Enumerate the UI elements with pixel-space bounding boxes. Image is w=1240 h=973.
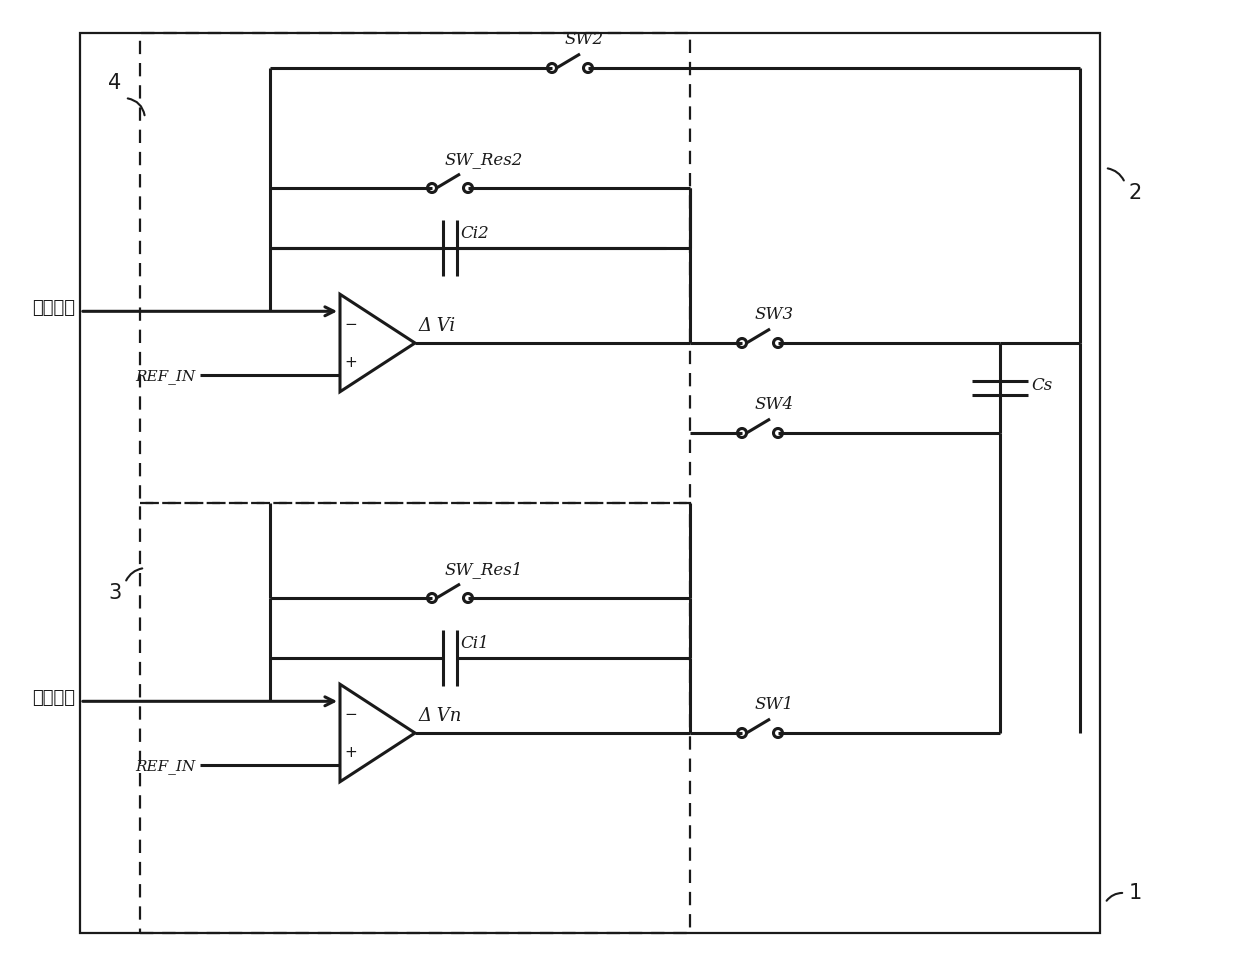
Text: Δ Vi: Δ Vi <box>419 317 456 335</box>
Text: Ci1: Ci1 <box>460 635 489 652</box>
Text: $+$: $+$ <box>345 356 357 371</box>
Text: 1: 1 <box>1128 883 1142 903</box>
Text: Cs: Cs <box>1030 377 1053 393</box>
Text: SW4: SW4 <box>755 396 794 413</box>
Text: 共模信号: 共模信号 <box>32 689 74 707</box>
Text: SW_Res2: SW_Res2 <box>445 151 523 168</box>
Text: SW1: SW1 <box>755 696 794 713</box>
Text: 3: 3 <box>108 583 122 603</box>
Text: REF_IN: REF_IN <box>135 759 195 775</box>
Text: Δ Vn: Δ Vn <box>419 707 463 725</box>
Bar <box>140 33 689 503</box>
Text: SW2: SW2 <box>565 31 604 48</box>
Bar <box>81 33 1100 933</box>
Text: 指纹信号: 指纹信号 <box>32 300 74 317</box>
Text: 4: 4 <box>108 73 122 93</box>
Text: SW3: SW3 <box>755 306 794 323</box>
Text: $-$: $-$ <box>345 705 357 719</box>
Text: SW_Res1: SW_Res1 <box>445 561 523 578</box>
Text: Ci2: Ci2 <box>460 225 489 242</box>
Text: $-$: $-$ <box>345 315 357 330</box>
Text: $+$: $+$ <box>345 746 357 761</box>
Text: 2: 2 <box>1128 183 1142 203</box>
Text: REF_IN: REF_IN <box>135 369 195 384</box>
Bar <box>140 503 689 933</box>
